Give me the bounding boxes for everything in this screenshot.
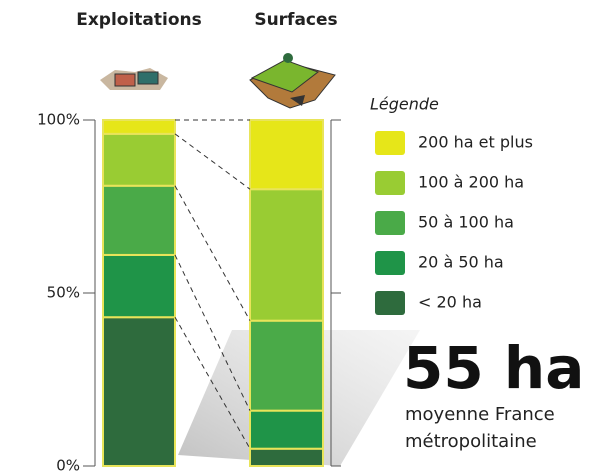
annotation-line: métropolitaine — [405, 431, 537, 452]
legend-label: 20 à 50 ha — [418, 253, 504, 272]
legend-label: 50 à 100 ha — [418, 213, 514, 232]
y-tick-label: 0% — [56, 457, 80, 475]
legend-swatch — [375, 211, 405, 235]
legend-swatch — [375, 251, 405, 275]
chart: Exploitations Surfaces Légende 55 ha moy… — [0, 0, 590, 476]
bar-segment — [103, 134, 175, 186]
bar-segment — [103, 255, 175, 317]
field-icon — [250, 53, 335, 108]
legend-label: 200 ha et plus — [418, 133, 533, 152]
legend-swatch — [375, 131, 405, 155]
farm-icon — [100, 68, 168, 90]
connector — [175, 134, 250, 189]
legend-swatch — [375, 171, 405, 195]
legend-title: Légende — [370, 95, 439, 114]
bar-segment — [250, 189, 323, 320]
annotation-line: moyenne France — [405, 404, 555, 425]
page: Exploitations Surfaces Légende 55 ha moy… — [0, 0, 590, 476]
bar-segment — [250, 449, 323, 466]
legend-swatch — [375, 291, 405, 315]
bar-segment — [250, 120, 323, 189]
headline: 55 ha — [403, 334, 584, 402]
y-tick-label: 100% — [37, 111, 80, 129]
category-label: Exploitations — [76, 10, 202, 30]
bar-segment — [103, 317, 175, 466]
bar-segment — [250, 411, 323, 449]
bar-segment — [103, 120, 175, 134]
category-label: Surfaces — [254, 10, 337, 30]
legend-label: < 20 ha — [418, 293, 482, 312]
y-tick-label: 50% — [47, 284, 80, 302]
bar-segment — [250, 321, 323, 411]
bar-segment — [103, 186, 175, 255]
connector — [175, 186, 250, 321]
legend-label: 100 à 200 ha — [418, 173, 524, 192]
